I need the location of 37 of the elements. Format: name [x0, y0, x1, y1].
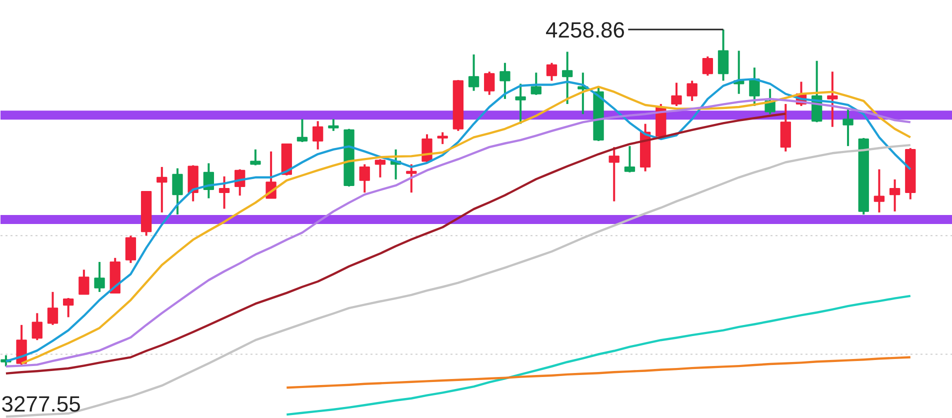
annotation: 4258.86 [546, 18, 626, 43]
candlestick [437, 131, 448, 146]
candlestick [484, 70, 495, 96]
candlestick [562, 50, 573, 105]
candlestick [374, 158, 386, 178]
candlestick [94, 260, 105, 293]
candlestick [406, 163, 417, 194]
candlestick [78, 268, 90, 296]
candlestick [889, 178, 900, 212]
candlestick [125, 234, 136, 264]
candlestick [749, 66, 760, 107]
candlestick [686, 80, 698, 102]
candlestick [702, 55, 714, 77]
candlestick [546, 62, 558, 82]
candlestick [328, 118, 339, 132]
candlestick [312, 120, 324, 150]
candlestick [718, 28, 729, 82]
candlestick [842, 108, 854, 148]
candlestick [874, 168, 885, 214]
candlestick [608, 146, 620, 202]
candlestick [671, 82, 682, 107]
candlestick [515, 82, 526, 125]
candlestick [250, 148, 261, 166]
candlestick [827, 70, 838, 128]
candlestick [156, 166, 168, 214]
text: 3277.55 [1, 391, 81, 416]
candlestick [47, 290, 58, 326]
candlestick [63, 296, 74, 318]
candlestick [218, 175, 230, 210]
candlestick [500, 62, 510, 100]
candlestick [296, 118, 308, 144]
candlestick [359, 163, 370, 194]
candlestick [172, 167, 183, 216]
candlestick [624, 145, 636, 174]
candlestick [32, 312, 42, 342]
candlestick [530, 72, 542, 96]
candlestick [468, 53, 480, 92]
